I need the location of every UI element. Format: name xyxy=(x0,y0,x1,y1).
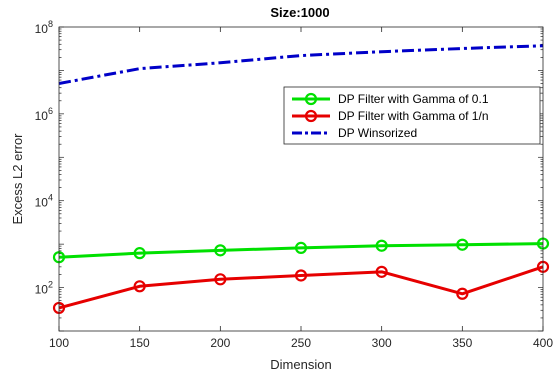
data-point xyxy=(294,269,308,282)
series-layer xyxy=(52,44,550,315)
x-tick-label: 300 xyxy=(372,336,392,350)
data-point xyxy=(456,287,469,300)
x-tick-label: 250 xyxy=(291,336,311,350)
legend-marker xyxy=(304,92,318,106)
series-line xyxy=(58,265,544,310)
series-line xyxy=(58,242,544,259)
plot-frame xyxy=(58,26,544,332)
data-point xyxy=(133,280,146,293)
y-tick-label: 106 xyxy=(35,106,53,123)
y-tick-label: 102 xyxy=(35,280,53,297)
data-point xyxy=(294,241,308,254)
plot-area xyxy=(59,27,543,331)
x-tick-label: 400 xyxy=(533,336,553,350)
y-axis-label: Excess L2 error xyxy=(10,133,25,225)
data-point xyxy=(375,239,388,252)
legend-label: DP Filter with Gamma of 1/n xyxy=(338,109,489,123)
data-point xyxy=(214,244,227,257)
x-tick-label: 350 xyxy=(452,336,472,350)
data-point xyxy=(133,247,146,260)
x-axis-label: Dimension xyxy=(270,357,331,371)
data-point xyxy=(456,238,469,251)
x-tick-label: 150 xyxy=(130,336,150,350)
data-point xyxy=(375,265,388,278)
x-tick-label: 100 xyxy=(49,336,69,350)
y-tick-label: 108 xyxy=(35,19,53,36)
legend-label: DP Winsorized xyxy=(338,126,417,140)
chart-title: Size:1000 xyxy=(270,5,329,20)
legend-label: DP Filter with Gamma of 0.1 xyxy=(338,92,489,106)
legend-marker xyxy=(304,109,318,123)
series-1 xyxy=(52,237,550,264)
legend: DP Filter with Gamma of 0.1 DP Filter wit… xyxy=(283,86,541,145)
data-point xyxy=(214,273,227,286)
y-tick-label: 104 xyxy=(35,193,53,210)
x-tick-label: 200 xyxy=(210,336,230,350)
